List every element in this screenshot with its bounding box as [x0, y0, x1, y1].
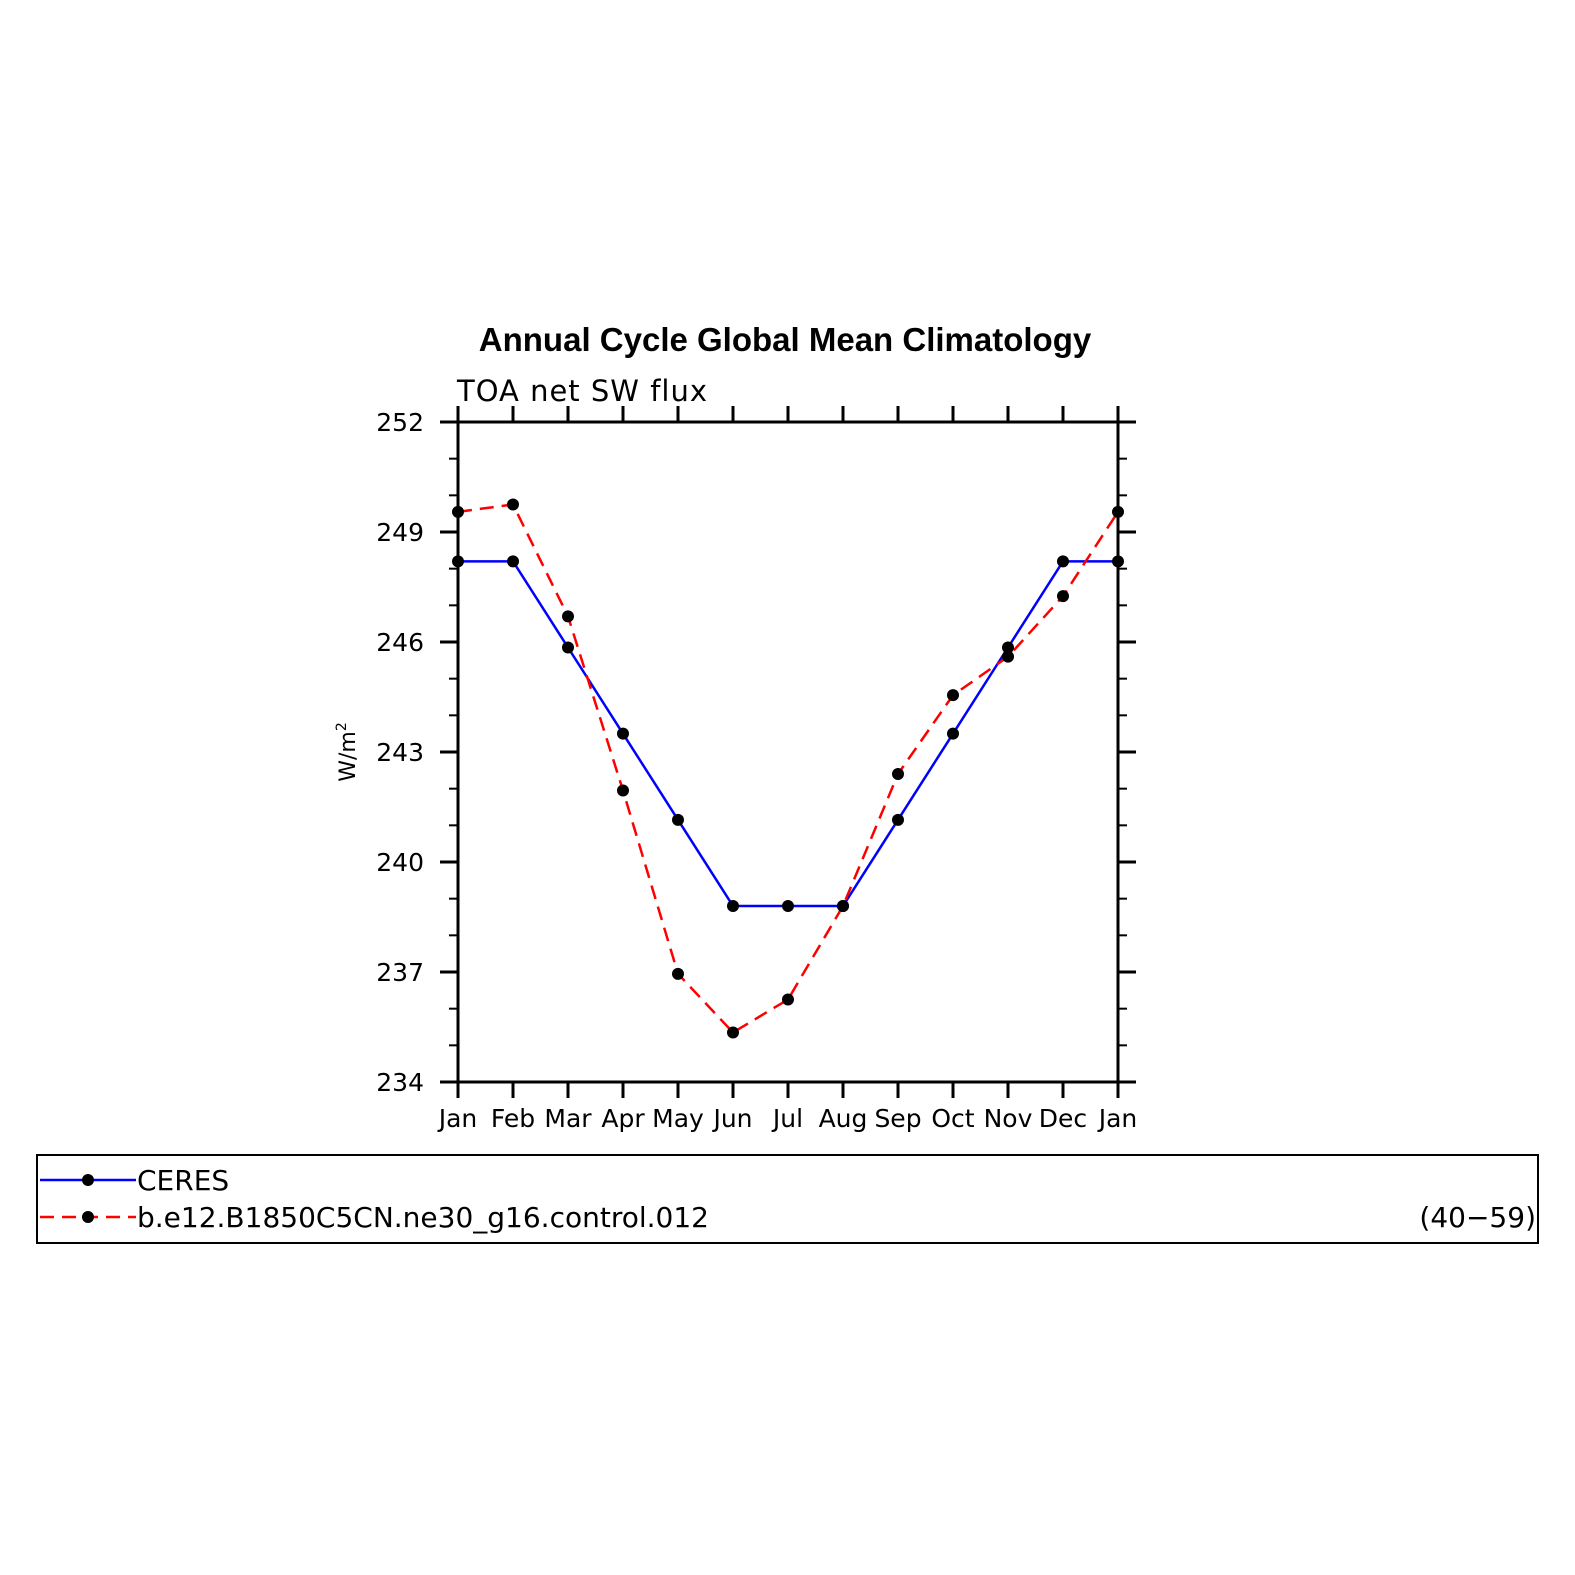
- data-point-series-2: [1002, 650, 1014, 663]
- data-point-series-2: [837, 900, 849, 912]
- y-tick-label: 234: [376, 1068, 424, 1097]
- x-tick-label: Jun: [711, 1104, 752, 1133]
- data-point-series-1: [617, 727, 629, 740]
- x-tick-label: Sep: [874, 1104, 921, 1133]
- data-point-series-1: [672, 813, 684, 826]
- data-point-series-1: [892, 813, 904, 826]
- chart-subtitle: TOA net SW flux: [456, 374, 708, 408]
- series-line-1: [458, 560, 1118, 908]
- data-point-series-2: [1057, 590, 1069, 603]
- tick-labels: Jan Feb Mar Apr May Jun Jul Aug Sep Oct Nov Dec Jan 2…: [376, 408, 1137, 1133]
- y-tick-label: 237: [376, 958, 424, 987]
- data-point-series-1: [562, 641, 574, 654]
- axis-ticks: [440, 406, 1136, 1098]
- data-point-series-1: [452, 555, 464, 568]
- data-point-series-1: [782, 900, 794, 912]
- data-point-series-1: [727, 900, 739, 912]
- x-tick-label: May: [652, 1104, 704, 1133]
- x-tick-label: Jan: [1097, 1104, 1138, 1133]
- y-tick-label: 252: [376, 408, 424, 437]
- data-point-series-2: [672, 967, 684, 980]
- x-tick-label: Jul: [771, 1104, 803, 1133]
- data-point-series-2: [562, 610, 574, 623]
- data-point-series-2: [507, 498, 519, 511]
- y-tick-label: 249: [376, 518, 424, 547]
- y-axis-label: W/m2: [334, 722, 361, 782]
- y-tick-label: 243: [376, 738, 424, 767]
- y-tick-label: 240: [376, 848, 424, 877]
- legend-marker-2: [82, 1211, 94, 1223]
- x-tick-label: Jan: [437, 1104, 478, 1133]
- x-tick-label: Oct: [931, 1104, 974, 1133]
- series-line-2: [457, 503, 1120, 1035]
- data-point-series-1: [1112, 555, 1124, 568]
- x-tick-label: Apr: [601, 1104, 645, 1133]
- legend-label-2: b.e12.B1850C5CN.ne30_g16.control.012: [137, 1201, 709, 1234]
- x-tick-label: Aug: [819, 1104, 868, 1133]
- plot-border: [456, 420, 1120, 1084]
- x-tick-label: Mar: [544, 1104, 592, 1133]
- series-layer: [452, 498, 1124, 1039]
- x-tick-label: Dec: [1039, 1104, 1087, 1133]
- data-point-series-2: [782, 993, 794, 1006]
- data-point-series-1: [947, 727, 959, 740]
- data-point-series-2: [617, 784, 629, 797]
- data-point-series-1: [507, 555, 519, 568]
- legend-label-1: CERES: [137, 1164, 229, 1197]
- data-point-series-2: [892, 768, 904, 780]
- legend-marker-1: [82, 1174, 94, 1186]
- data-point-series-2: [727, 1026, 739, 1039]
- data-point-series-2: [947, 689, 959, 702]
- y-tick-label: 246: [376, 628, 424, 657]
- data-point-series-2: [452, 505, 464, 518]
- chart-title: Annual Cycle Global Mean Climatology: [479, 321, 1092, 358]
- data-point-series-2: [1112, 505, 1124, 518]
- legend: CERES b.e12.B1850C5CN.ne30_g16.control.01…: [36, 1154, 1539, 1244]
- data-point-series-1: [1002, 641, 1014, 654]
- x-tick-label: Nov: [984, 1104, 1033, 1133]
- plot-frame: [456, 420, 1120, 1084]
- x-tick-label: Feb: [491, 1104, 535, 1133]
- data-point-series-1: [1057, 555, 1069, 568]
- legend-box: [36, 1154, 1539, 1244]
- legend-years: (40−59): [1419, 1201, 1536, 1234]
